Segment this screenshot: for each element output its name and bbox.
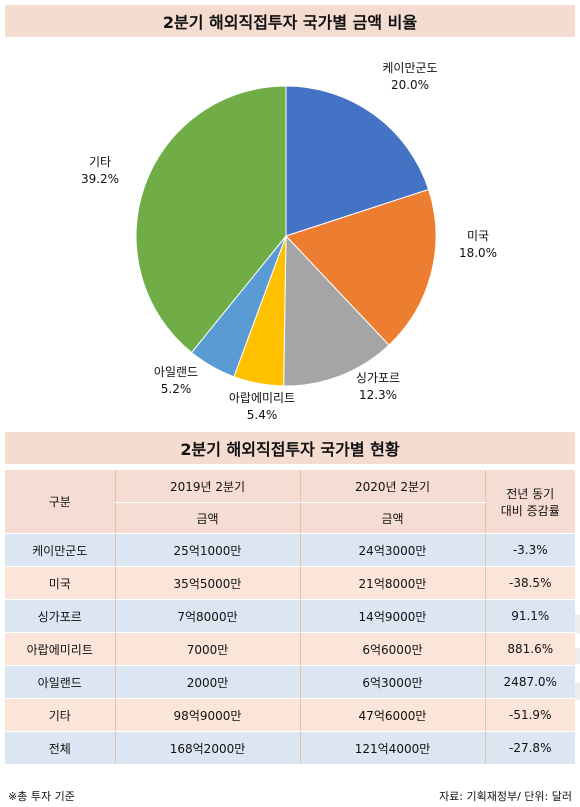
table-row: 전체 168억2000만 121억4000만 -27.8% (5, 731, 575, 765)
row-name: 아랍에미리트 (5, 632, 115, 666)
pie-slice (283, 234, 390, 387)
row-name: 아일랜드 (5, 665, 115, 699)
slice-percent-label: 5.4% (247, 408, 278, 422)
table-row: 미국 35억5000만 21억8000만 -38.5% (5, 566, 575, 600)
row-change: -3.3% (484, 533, 575, 567)
row-change: -38.5% (484, 566, 575, 600)
slice-label: 미국 (467, 229, 489, 243)
table-row: 아일랜드 2000만 6억3000만 2487.0% (5, 665, 575, 699)
table-title: 2분기 해외직접투자 국가별 현황 (5, 432, 575, 464)
row-2020: 14억9000만 (299, 599, 485, 633)
row-change: 881.6% (484, 632, 575, 666)
slice-label: 기타 (89, 155, 111, 169)
header-change-line2: 대비 증감률 (500, 503, 560, 518)
slice-percent-label: 20.0% (391, 78, 429, 92)
header-2019: 2019년 2분기 (114, 470, 300, 503)
row-name: 싱가포르 (5, 599, 115, 633)
header-change: 전년 동기 대비 증감률 (484, 470, 575, 534)
row-2020: 47억6000만 (299, 698, 485, 732)
stats-table: 구분 2019년 2분기 2020년 2분기 전년 동기 대비 증감률 금액 금… (5, 470, 575, 765)
row-2019: 7억8000만 (114, 599, 300, 633)
row-2019: 168억2000만 (114, 731, 300, 765)
row-name: 전체 (5, 731, 115, 765)
row-change: 91.1% (484, 599, 575, 633)
pie-chart-title: 2분기 해외직접투자 국가별 금액 비율 (5, 5, 575, 37)
row-name: 케이만군도 (5, 533, 115, 567)
table-row: 케이만군도 25억1000만 24억3000만 -3.3% (5, 533, 575, 567)
row-change: 2487.0% (484, 665, 575, 699)
subheader-amount-2020: 금액 (299, 502, 485, 534)
slice-label: 아일랜드 (154, 365, 198, 379)
table-row: 아랍에미리트 7000만 6억6000만 881.6% (5, 632, 575, 666)
pie-slice (285, 188, 437, 346)
subheader-amount-2019: 금액 (114, 502, 300, 534)
row-2020: 121억4000만 (299, 731, 485, 765)
pie-slice (135, 85, 287, 354)
row-2019: 25억1000만 (114, 533, 300, 567)
header-category: 구분 (5, 470, 115, 534)
row-2020: 21억8000만 (299, 566, 485, 600)
row-2019: 2000만 (114, 665, 300, 699)
footnote: ※총 투자 기준 (8, 790, 75, 803)
row-2019: 7000만 (114, 632, 300, 666)
table-row: 기타 98억9000만 47억6000만 -51.9% (5, 698, 575, 732)
header-2020: 2020년 2분기 (299, 470, 485, 503)
pie-chart: 케이만군도 20.0% 미국 18.0% 싱가포르 12.3% 아랍에미리트 5.4% 아일랜드… (81, 61, 497, 422)
pie-slice (285, 85, 430, 237)
slice-label: 아랍에미리트 (229, 391, 295, 405)
header-change-line1: 전년 동기 (506, 486, 555, 501)
slice-percent-label: 5.2% (161, 382, 192, 396)
row-2019: 98억9000만 (114, 698, 300, 732)
row-change: -27.8% (484, 731, 575, 765)
table-header-row: 구분 2019년 2분기 2020년 2분기 전년 동기 대비 증감률 (5, 470, 575, 534)
table-subheader-row: 금액 금액 (5, 502, 575, 534)
row-name: 기타 (5, 698, 115, 732)
slice-percent-label: 18.0% (459, 246, 497, 260)
row-2019: 35억5000만 (114, 566, 300, 600)
slice-percent-label: 39.2% (81, 172, 119, 186)
slice-percent-label: 12.3% (359, 388, 397, 402)
row-name: 미국 (5, 566, 115, 600)
row-2020: 6억6000만 (299, 632, 485, 666)
row-change: -51.9% (484, 698, 575, 732)
row-2020: 24억3000만 (299, 533, 485, 567)
slice-label: 케이만군도 (382, 61, 437, 75)
row-2020: 6억3000만 (299, 665, 485, 699)
source-note: 자료: 기획재정부/ 단위: 달러 (439, 790, 572, 803)
table-row: 싱가포르 7억8000만 14억9000만 91.1% (5, 599, 575, 633)
slice-label: 싱가포르 (356, 371, 400, 385)
